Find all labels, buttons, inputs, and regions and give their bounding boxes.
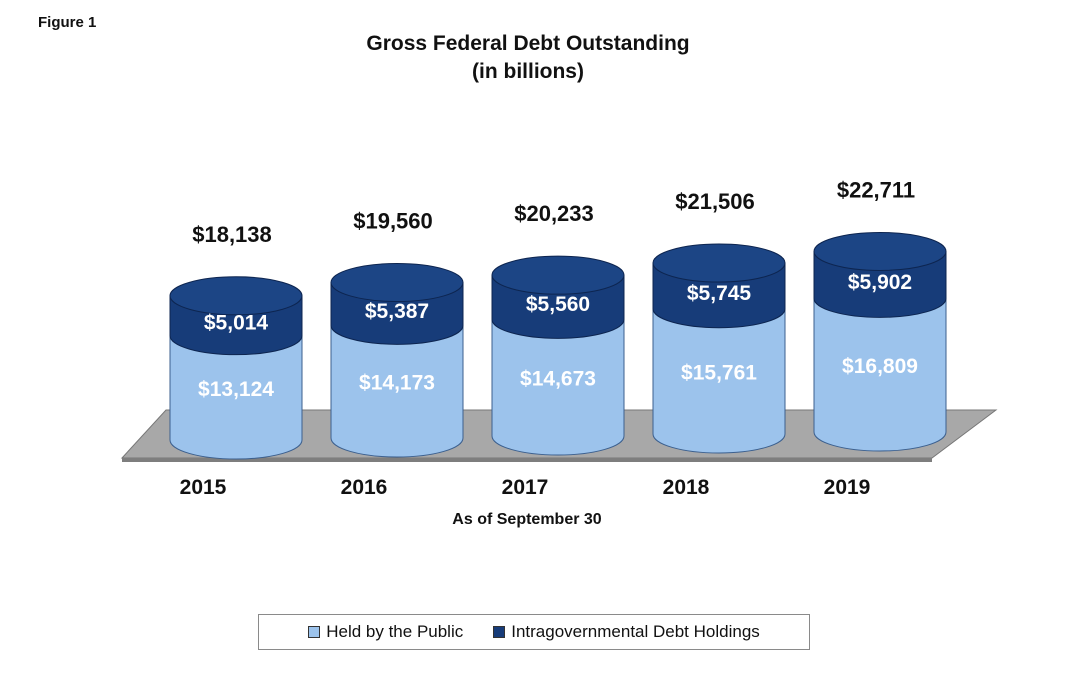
value-label-public-2017: $14,673 (520, 368, 596, 391)
bar-top-2016 (330, 262, 464, 302)
value-label-public-2016: $14,173 (359, 372, 435, 395)
legend-label-intra: Intragovernmental Debt Holdings (511, 622, 760, 641)
total-label-2019: $22,711 (837, 177, 915, 202)
legend-item-intra: Intragovernmental Debt Holdings (493, 622, 760, 642)
x-tick-label-2018: 2018 (663, 476, 710, 499)
bar-top-2017 (491, 255, 625, 295)
bar-public-2019 (813, 297, 947, 452)
total-label-2016: $19,560 (353, 208, 433, 233)
total-label-2015: $18,138 (192, 222, 272, 247)
value-label-intra-2015: $5,014 (204, 312, 269, 335)
value-label-intra-2017: $5,560 (526, 293, 590, 316)
chart-floor-edge (122, 458, 932, 462)
x-tick-label-2015: 2015 (180, 476, 227, 499)
value-label-public-2018: $15,761 (681, 361, 757, 384)
chart-subtitle: (in billions) (472, 60, 584, 83)
total-label-2017: $20,233 (514, 201, 594, 226)
legend: Held by the Public Intragovernmental Deb… (258, 614, 810, 650)
legend-label-public: Held by the Public (326, 622, 464, 641)
bar-top-2019 (813, 231, 947, 271)
x-axis-label: As of September 30 (452, 511, 601, 528)
x-tick-label-2016: 2016 (341, 476, 388, 499)
bar-public-2016 (330, 324, 464, 458)
legend-item-public: Held by the Public (308, 622, 463, 642)
chart-title-block: Gross Federal Debt Outstanding (in billi… (0, 30, 1056, 86)
total-label-2018: $21,506 (675, 189, 755, 214)
value-label-intra-2018: $5,745 (687, 282, 752, 305)
x-tick-label-2019: 2019 (824, 476, 871, 499)
chart-title: Gross Federal Debt Outstanding (366, 32, 690, 55)
legend-swatch-public (308, 626, 321, 638)
bar-public-2018 (652, 308, 786, 454)
value-label-public-2015: $13,124 (198, 378, 274, 401)
value-label-intra-2019: $5,902 (848, 271, 912, 294)
bar-top-2015 (169, 276, 303, 316)
figure-label: Figure 1 (38, 14, 97, 31)
bar-public-2015 (169, 335, 303, 460)
bar-public-2017 (491, 318, 625, 456)
value-label-intra-2016: $5,387 (365, 300, 429, 323)
legend-swatch-intra (493, 626, 506, 638)
x-tick-label-2017: 2017 (502, 476, 549, 499)
bar-top-2018 (652, 243, 786, 283)
value-label-public-2019: $16,809 (842, 355, 918, 378)
